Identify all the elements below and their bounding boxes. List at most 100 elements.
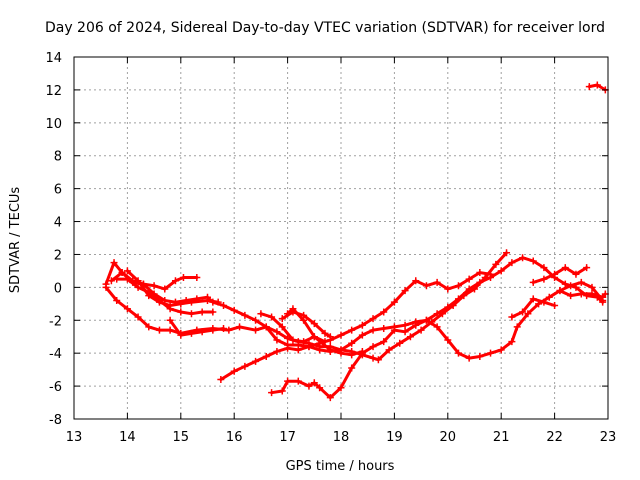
data-point-track-2-0 (102, 283, 110, 291)
data-point-track-1-6 (161, 285, 169, 293)
data-point-track-2-26 (401, 321, 409, 329)
series-track-12 (529, 264, 591, 286)
data-point-track-3-25 (369, 354, 377, 362)
data-point-track-5-3 (155, 298, 163, 306)
data-point-track-8-19 (454, 295, 462, 303)
series-track-5 (123, 267, 222, 309)
data-point-track-8-11 (369, 343, 377, 351)
y-tick-label--4: -4 (49, 347, 62, 362)
data-point-track-2-32 (465, 354, 473, 362)
data-point-track-2-43 (577, 278, 585, 286)
x-tick-label-22: 22 (546, 430, 563, 445)
data-point-track-2-21 (348, 339, 356, 347)
data-point-track-12-2 (551, 270, 559, 278)
data-point-track-8-27 (540, 264, 548, 272)
data-point-track-8-12 (380, 338, 388, 346)
data-point-track-5-1 (134, 277, 142, 285)
data-point-track-11-4 (326, 346, 334, 354)
data-point-track-8-1 (278, 387, 286, 395)
data-point-track-2-30 (444, 336, 452, 344)
series-line-track-8 (270, 256, 605, 400)
data-point-track-4-6 (177, 308, 185, 316)
data-point-track-7-11 (337, 331, 345, 339)
data-point-track-15-0 (585, 83, 593, 91)
data-point-track-7-1 (230, 367, 238, 375)
grid-lines (74, 57, 608, 419)
data-point-track-7-5 (273, 348, 281, 356)
data-point-track-10-5 (326, 333, 334, 341)
y-tick-label-0: 0 (54, 281, 62, 296)
y-tick-label-14: 14 (45, 51, 62, 66)
y-tick-label-4: 4 (54, 216, 62, 231)
data-point-track-2-2 (123, 305, 131, 313)
data-point-track-8-21 (476, 278, 484, 286)
data-point-track-6-0 (166, 316, 174, 324)
x-tick-label-21: 21 (493, 430, 510, 445)
data-point-track-6-5 (220, 325, 228, 332)
data-point-track-3-37 (492, 260, 500, 268)
data-point-track-2-1 (113, 297, 121, 305)
data-point-track-2-22 (358, 331, 366, 339)
data-point-track-3-15 (262, 323, 270, 331)
data-point-track-8-30 (572, 283, 580, 291)
data-point-track-3-28 (396, 339, 404, 347)
data-point-track-4-8 (198, 308, 206, 316)
data-point-track-1-9 (193, 273, 201, 281)
data-point-track-7-18 (412, 277, 420, 285)
data-point-track-7-8 (305, 343, 313, 351)
y-tick-label-6: 6 (54, 183, 62, 198)
x-tick-label-20: 20 (440, 430, 457, 445)
series-line-track-7 (219, 271, 492, 381)
data-point-track-7-0 (217, 376, 225, 384)
data-point-track-2-3 (134, 313, 142, 321)
data-point-track-8-14 (401, 328, 409, 336)
data-point-track-1-1 (110, 259, 118, 267)
x-tick-label-19: 19 (386, 430, 403, 445)
data-point-track-8-18 (444, 303, 452, 311)
data-point-track-5-6 (187, 298, 195, 306)
data-point-track-2-24 (380, 325, 388, 332)
data-point-track-10-4 (321, 329, 329, 337)
data-point-track-15-1 (593, 81, 601, 89)
data-point-track-6-1 (177, 331, 185, 339)
series-track-15 (585, 81, 609, 94)
y-tick-label--6: -6 (49, 380, 62, 395)
x-axis-label: GPS time / hours (286, 459, 395, 474)
data-point-track-8-4 (305, 382, 313, 390)
data-point-track-6-3 (198, 328, 206, 336)
data-point-track-11-6 (348, 351, 356, 359)
data-point-track-11-0 (284, 310, 292, 318)
data-point-track-2-5 (155, 326, 163, 334)
x-tick-label-13: 13 (66, 430, 83, 445)
data-point-track-7-12 (348, 326, 356, 334)
data-point-track-2-37 (513, 323, 521, 331)
x-tick-labels: 13 14 15 16 17 18 19 20 21 22 23 (66, 430, 617, 445)
y-tick-label-12: 12 (45, 84, 62, 99)
data-point-track-3-1 (118, 269, 126, 277)
data-point-track-7-7 (294, 346, 302, 354)
data-point-track-14-1 (567, 292, 575, 300)
data-point-track-2-14 (273, 336, 281, 344)
data-point-track-8-25 (519, 254, 527, 262)
data-series (102, 81, 609, 402)
data-point-track-14-2 (577, 290, 585, 298)
data-point-track-7-13 (358, 321, 366, 329)
series-track-13 (508, 295, 559, 321)
data-point-track-3-29 (406, 333, 414, 341)
data-point-track-3-30 (417, 326, 425, 334)
data-point-track-2-31 (454, 349, 462, 357)
data-point-track-8-16 (422, 316, 430, 324)
data-point-track-7-3 (252, 357, 260, 365)
data-point-track-3-26 (374, 356, 382, 364)
data-point-track-8-13 (390, 326, 398, 334)
data-point-track-9-3 (289, 336, 297, 344)
data-point-track-2-34 (487, 349, 495, 357)
data-point-track-2-44 (588, 283, 596, 291)
data-point-track-11-5 (337, 349, 345, 357)
data-point-track-7-20 (433, 278, 441, 286)
data-point-track-11-1 (289, 305, 297, 313)
series-line-track-1 (104, 261, 199, 291)
data-point-track-8-7 (326, 394, 334, 402)
data-point-track-2-11 (236, 323, 244, 331)
